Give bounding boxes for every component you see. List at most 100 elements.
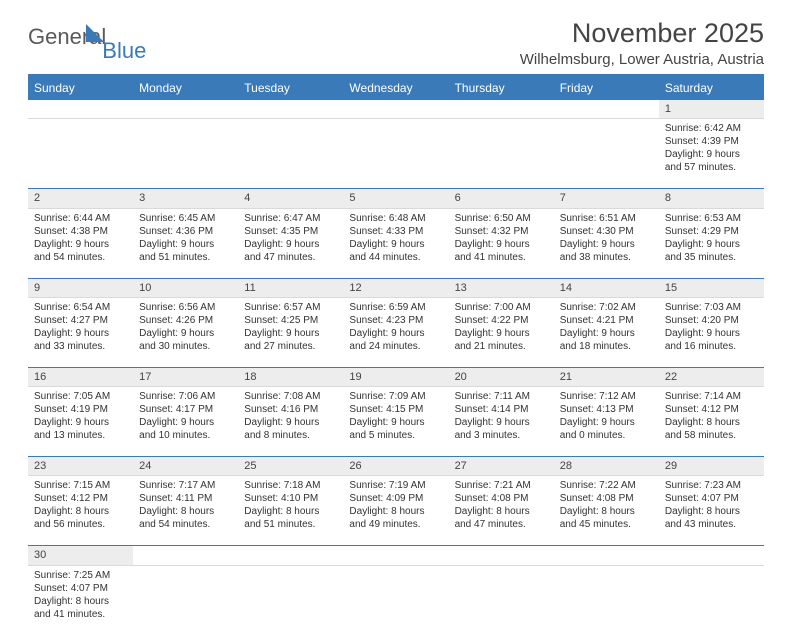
daylight-text: Daylight: 9 hours <box>349 416 442 429</box>
day-number-cell: 2 <box>28 189 133 208</box>
day-content-cell: Sunrise: 7:03 AMSunset: 4:20 PMDaylight:… <box>659 297 764 367</box>
day-content-cell: Sunrise: 7:00 AMSunset: 4:22 PMDaylight:… <box>449 297 554 367</box>
daylight-text: and 51 minutes. <box>244 518 337 531</box>
daylight-text: Daylight: 8 hours <box>349 505 442 518</box>
daylight-text: Daylight: 9 hours <box>349 238 442 251</box>
day-content-cell <box>554 565 659 635</box>
day-number-cell: 11 <box>238 278 343 297</box>
weekday-header: Wednesday <box>343 76 448 100</box>
sunset-text: Sunset: 4:22 PM <box>455 314 548 327</box>
day-number-cell <box>343 546 448 565</box>
daylight-text: and 51 minutes. <box>139 251 232 264</box>
day-content-cell: Sunrise: 7:15 AMSunset: 4:12 PMDaylight:… <box>28 476 133 546</box>
day-content-cell: Sunrise: 7:17 AMSunset: 4:11 PMDaylight:… <box>133 476 238 546</box>
day-number-cell: 26 <box>343 457 448 476</box>
day-number-cell: 21 <box>554 367 659 386</box>
day-number-cell: 25 <box>238 457 343 476</box>
day-number-cell <box>133 100 238 119</box>
daylight-text: Daylight: 8 hours <box>34 595 127 608</box>
daylight-text: Daylight: 9 hours <box>560 416 653 429</box>
content-row: Sunrise: 7:25 AMSunset: 4:07 PMDaylight:… <box>28 565 764 635</box>
day-content-cell <box>343 565 448 635</box>
sunrise-text: Sunrise: 7:14 AM <box>665 390 758 403</box>
sunrise-text: Sunrise: 7:23 AM <box>665 479 758 492</box>
sunrise-text: Sunrise: 6:48 AM <box>349 212 442 225</box>
daylight-text: Daylight: 9 hours <box>34 238 127 251</box>
day-number-cell <box>238 100 343 119</box>
sunrise-text: Sunrise: 6:59 AM <box>349 301 442 314</box>
day-number-cell: 8 <box>659 189 764 208</box>
sunrise-text: Sunrise: 7:12 AM <box>560 390 653 403</box>
day-number-cell <box>133 546 238 565</box>
day-content-cell: Sunrise: 6:48 AMSunset: 4:33 PMDaylight:… <box>343 208 448 278</box>
sunset-text: Sunset: 4:15 PM <box>349 403 442 416</box>
sunrise-text: Sunrise: 6:45 AM <box>139 212 232 225</box>
daylight-text: Daylight: 8 hours <box>139 505 232 518</box>
content-row: Sunrise: 7:05 AMSunset: 4:19 PMDaylight:… <box>28 387 764 457</box>
sunrise-text: Sunrise: 7:09 AM <box>349 390 442 403</box>
sunrise-text: Sunrise: 7:08 AM <box>244 390 337 403</box>
sunset-text: Sunset: 4:07 PM <box>34 582 127 595</box>
day-number-cell: 22 <box>659 367 764 386</box>
day-content-cell <box>238 119 343 189</box>
calendar-body: 1 Sunrise: 6:42 AMSunset: 4:39 PMDayligh… <box>28 100 764 635</box>
daynum-row: 2345678 <box>28 189 764 208</box>
daylight-text: and 44 minutes. <box>349 251 442 264</box>
daylight-text: and 5 minutes. <box>349 429 442 442</box>
sunrise-text: Sunrise: 7:02 AM <box>560 301 653 314</box>
daylight-text: and 56 minutes. <box>34 518 127 531</box>
day-content-cell: Sunrise: 7:25 AMSunset: 4:07 PMDaylight:… <box>28 565 133 635</box>
day-number-cell <box>554 546 659 565</box>
sunrise-text: Sunrise: 7:05 AM <box>34 390 127 403</box>
sunset-text: Sunset: 4:36 PM <box>139 225 232 238</box>
daylight-text: Daylight: 9 hours <box>244 416 337 429</box>
weekday-header: Monday <box>133 76 238 100</box>
daylight-text: Daylight: 9 hours <box>34 416 127 429</box>
sunset-text: Sunset: 4:12 PM <box>34 492 127 505</box>
day-content-cell: Sunrise: 6:50 AMSunset: 4:32 PMDaylight:… <box>449 208 554 278</box>
sunset-text: Sunset: 4:23 PM <box>349 314 442 327</box>
sunset-text: Sunset: 4:20 PM <box>665 314 758 327</box>
daylight-text: Daylight: 9 hours <box>139 416 232 429</box>
daylight-text: and 47 minutes. <box>244 251 337 264</box>
sunset-text: Sunset: 4:07 PM <box>665 492 758 505</box>
logo: General Blue <box>28 18 170 50</box>
sunrise-text: Sunrise: 6:57 AM <box>244 301 337 314</box>
day-number-cell <box>343 100 448 119</box>
weekday-header-row: SundayMondayTuesdayWednesdayThursdayFrid… <box>28 76 764 100</box>
daylight-text: Daylight: 8 hours <box>34 505 127 518</box>
sunrise-text: Sunrise: 7:25 AM <box>34 569 127 582</box>
daynum-row: 9101112131415 <box>28 278 764 297</box>
daylight-text: Daylight: 9 hours <box>139 327 232 340</box>
daylight-text: Daylight: 8 hours <box>560 505 653 518</box>
daylight-text: Daylight: 9 hours <box>560 238 653 251</box>
sunset-text: Sunset: 4:17 PM <box>139 403 232 416</box>
daylight-text: and 13 minutes. <box>34 429 127 442</box>
sunrise-text: Sunrise: 7:15 AM <box>34 479 127 492</box>
daylight-text: and 24 minutes. <box>349 340 442 353</box>
day-number-cell: 10 <box>133 278 238 297</box>
day-content-cell: Sunrise: 7:05 AMSunset: 4:19 PMDaylight:… <box>28 387 133 457</box>
sunset-text: Sunset: 4:27 PM <box>34 314 127 327</box>
daylight-text: Daylight: 8 hours <box>244 505 337 518</box>
sunset-text: Sunset: 4:21 PM <box>560 314 653 327</box>
daynum-row: 16171819202122 <box>28 367 764 386</box>
header: General Blue November 2025 Wilhelmsburg,… <box>28 18 764 68</box>
sunset-text: Sunset: 4:32 PM <box>455 225 548 238</box>
day-number-cell: 23 <box>28 457 133 476</box>
daylight-text: Daylight: 9 hours <box>455 416 548 429</box>
sunset-text: Sunset: 4:39 PM <box>665 135 758 148</box>
calendar-table: SundayMondayTuesdayWednesdayThursdayFrid… <box>28 76 764 635</box>
daylight-text: and 54 minutes. <box>34 251 127 264</box>
day-content-cell: Sunrise: 7:23 AMSunset: 4:07 PMDaylight:… <box>659 476 764 546</box>
logo-text-blue: Blue <box>102 38 146 64</box>
daylight-text: Daylight: 9 hours <box>244 327 337 340</box>
day-number-cell: 7 <box>554 189 659 208</box>
day-content-cell: Sunrise: 7:02 AMSunset: 4:21 PMDaylight:… <box>554 297 659 367</box>
daylight-text: and 58 minutes. <box>665 429 758 442</box>
sunset-text: Sunset: 4:10 PM <box>244 492 337 505</box>
daylight-text: and 3 minutes. <box>455 429 548 442</box>
day-number-cell <box>449 546 554 565</box>
weekday-header: Thursday <box>449 76 554 100</box>
daylight-text: and 33 minutes. <box>34 340 127 353</box>
